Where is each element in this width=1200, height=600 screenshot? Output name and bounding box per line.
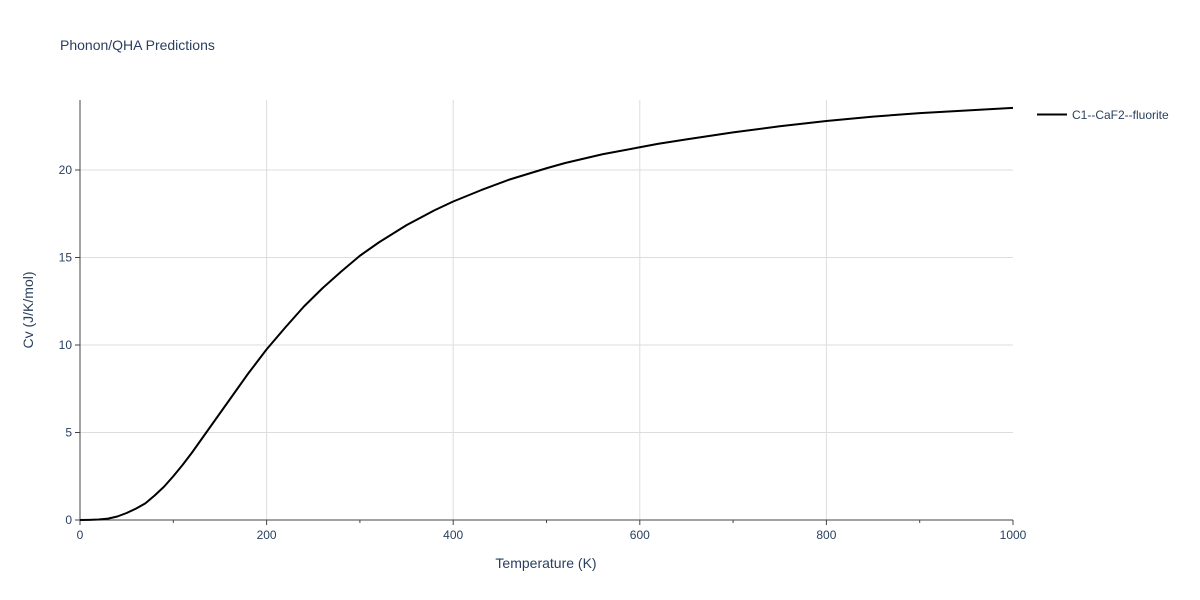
y-axis-title: Cv (J/K/mol) — [20, 272, 36, 349]
legend[interactable]: C1--CaF2--fluorite — [1037, 108, 1169, 122]
series-line-0 — [79, 106, 1014, 521]
y-tick-label: 20 — [59, 163, 73, 177]
y-tick-label: 5 — [65, 426, 72, 440]
y-tick-label: 15 — [59, 251, 73, 265]
y-tick-label: 10 — [59, 338, 73, 352]
axis-layer: 0 200 400 600 800 1000 0 5 10 15 20 — [59, 100, 1027, 542]
y-tick-label: 0 — [65, 513, 72, 527]
x-tick-label: 200 — [257, 528, 277, 542]
x-tick-label: 800 — [816, 528, 836, 542]
x-tick-label: 1000 — [1000, 528, 1027, 542]
grid-layer — [80, 100, 1013, 520]
legend-label-0: C1--CaF2--fluorite — [1072, 108, 1169, 122]
x-tick-label: 600 — [630, 528, 650, 542]
x-tick-label: 400 — [443, 528, 463, 542]
x-axis-title: Temperature (K) — [495, 555, 596, 571]
series-layer — [79, 106, 1014, 521]
x-tick-label: 0 — [77, 528, 84, 542]
chart-title: Phonon/QHA Predictions — [60, 37, 215, 53]
